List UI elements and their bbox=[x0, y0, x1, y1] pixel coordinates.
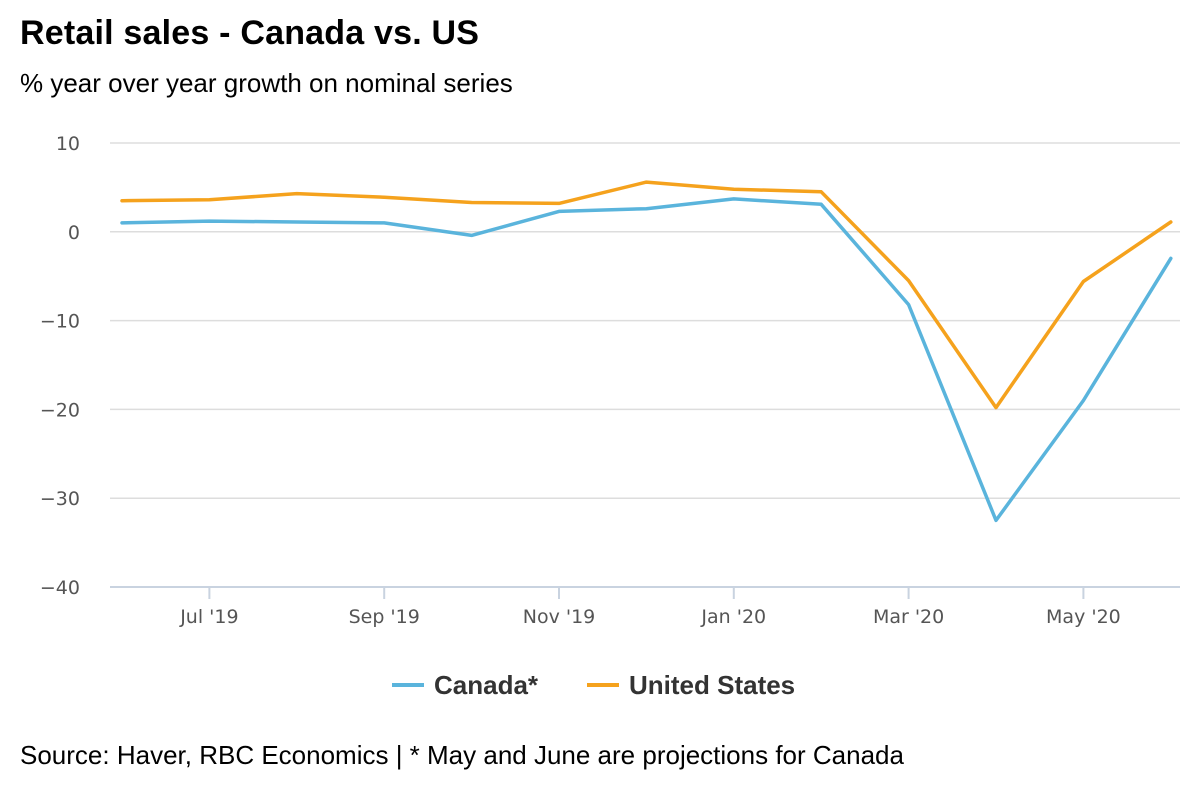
legend-label-united-states[interactable]: United States bbox=[629, 670, 795, 700]
x-axis: Jul '19 Sep '19 Nov '19 Jan '20 Mar '20 May '… bbox=[179, 587, 1121, 628]
y-tick-label: −40 bbox=[40, 577, 80, 599]
source-note: Source: Haver, RBC Economics | * May and… bbox=[20, 740, 904, 770]
x-tick-label: May '20 bbox=[1046, 606, 1121, 628]
chart-subtitle: % year over year growth on nominal serie… bbox=[20, 68, 513, 98]
y-tick-label: 10 bbox=[56, 133, 80, 155]
y-axis-ticks: 10 0 −10 −20 −30 −40 bbox=[40, 133, 80, 599]
x-tick-label: Jul '19 bbox=[179, 606, 238, 628]
x-tick-label: Mar '20 bbox=[873, 606, 944, 628]
x-tick-label: Jan '20 bbox=[700, 606, 766, 628]
x-tick-label: Sep '19 bbox=[349, 606, 420, 628]
grid-layer bbox=[110, 142, 1180, 588]
y-tick-label: −30 bbox=[40, 488, 80, 510]
legend: Canada* United States bbox=[392, 670, 795, 700]
y-tick-label: 0 bbox=[68, 222, 80, 244]
legend-label-canada[interactable]: Canada* bbox=[434, 670, 539, 700]
series-line-united-states bbox=[120, 180, 1173, 410]
x-tick-label: Nov '19 bbox=[523, 606, 596, 628]
series-line-canada bbox=[120, 197, 1173, 523]
y-tick-label: −20 bbox=[40, 399, 80, 421]
y-tick-label: −10 bbox=[40, 311, 80, 333]
series-layer bbox=[120, 180, 1173, 523]
chart-title: Retail sales - Canada vs. US bbox=[20, 14, 480, 52]
